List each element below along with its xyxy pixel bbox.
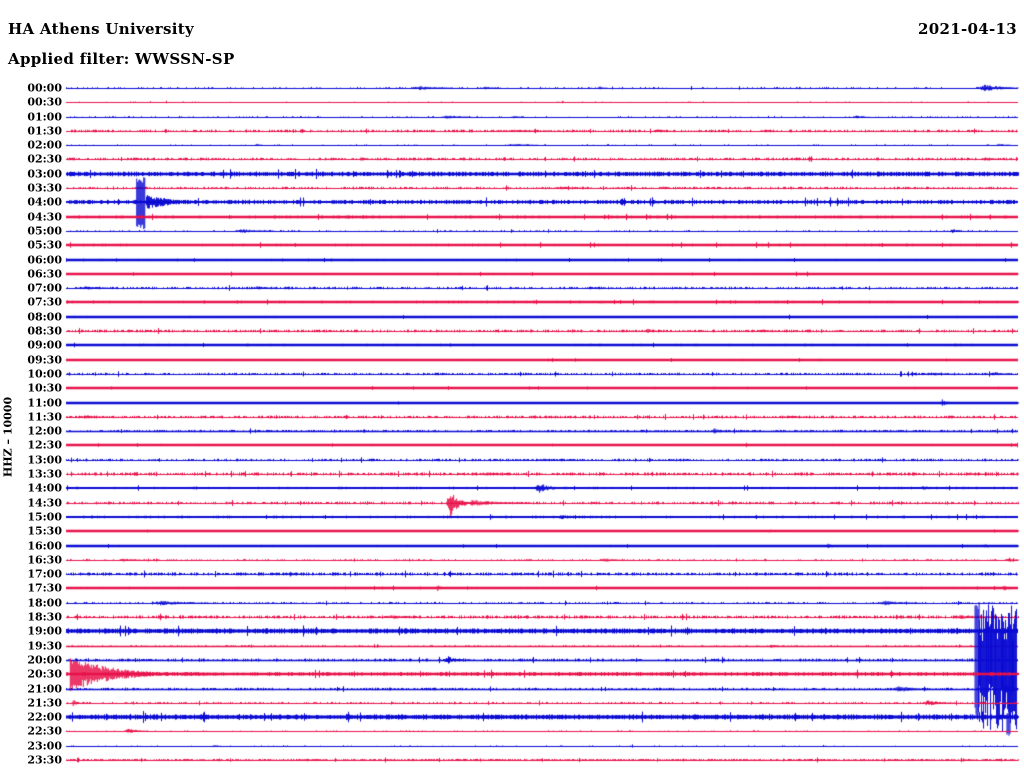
time-label: 06:30	[27, 267, 62, 281]
time-label: 03:30	[27, 181, 62, 195]
time-label: 09:30	[27, 353, 62, 367]
time-label: 07:00	[27, 281, 62, 295]
time-label: 12:00	[27, 424, 62, 438]
time-label: 15:30	[27, 524, 62, 538]
time-label: 06:00	[27, 253, 62, 267]
time-label: 08:30	[27, 324, 62, 338]
time-label: 09:00	[27, 338, 62, 352]
time-label: 08:00	[27, 310, 62, 324]
time-label: 05:30	[27, 238, 62, 252]
time-label: 13:30	[27, 467, 62, 481]
time-label: 15:00	[27, 510, 62, 524]
time-label: 00:00	[27, 81, 62, 95]
time-label: 01:00	[27, 110, 62, 124]
time-label: 10:00	[27, 367, 62, 381]
time-label: 19:00	[27, 624, 62, 638]
time-label: 21:00	[27, 682, 62, 696]
time-label: 11:00	[27, 396, 62, 410]
time-label: 11:30	[27, 410, 62, 424]
time-label: 07:30	[27, 295, 62, 309]
time-label: 02:30	[27, 152, 62, 166]
time-label: 22:00	[27, 710, 62, 724]
time-label: 04:00	[27, 195, 62, 209]
time-label: 13:00	[27, 453, 62, 467]
time-label: 17:00	[27, 567, 62, 581]
time-label: 14:00	[27, 481, 62, 495]
time-label: 17:30	[27, 581, 62, 595]
time-label: 03:00	[27, 167, 62, 181]
time-label: 14:30	[27, 496, 62, 510]
time-label: 20:30	[27, 667, 62, 681]
time-label: 01:30	[27, 124, 62, 138]
time-label: 23:00	[27, 739, 62, 753]
time-label: 21:30	[27, 696, 62, 710]
time-label: 10:30	[27, 381, 62, 395]
time-label: 19:30	[27, 639, 62, 653]
time-label: 18:30	[27, 610, 62, 624]
time-label: 20:00	[27, 653, 62, 667]
time-label: 16:30	[27, 553, 62, 567]
time-label: 12:30	[27, 438, 62, 452]
time-label: 00:30	[27, 95, 62, 109]
time-label: 23:30	[27, 753, 62, 767]
time-label: 16:00	[27, 539, 62, 553]
time-label: 02:00	[27, 138, 62, 152]
time-label: 18:00	[27, 596, 62, 610]
time-label: 05:00	[27, 224, 62, 238]
time-label: 22:30	[27, 724, 62, 738]
time-label: 04:30	[27, 210, 62, 224]
